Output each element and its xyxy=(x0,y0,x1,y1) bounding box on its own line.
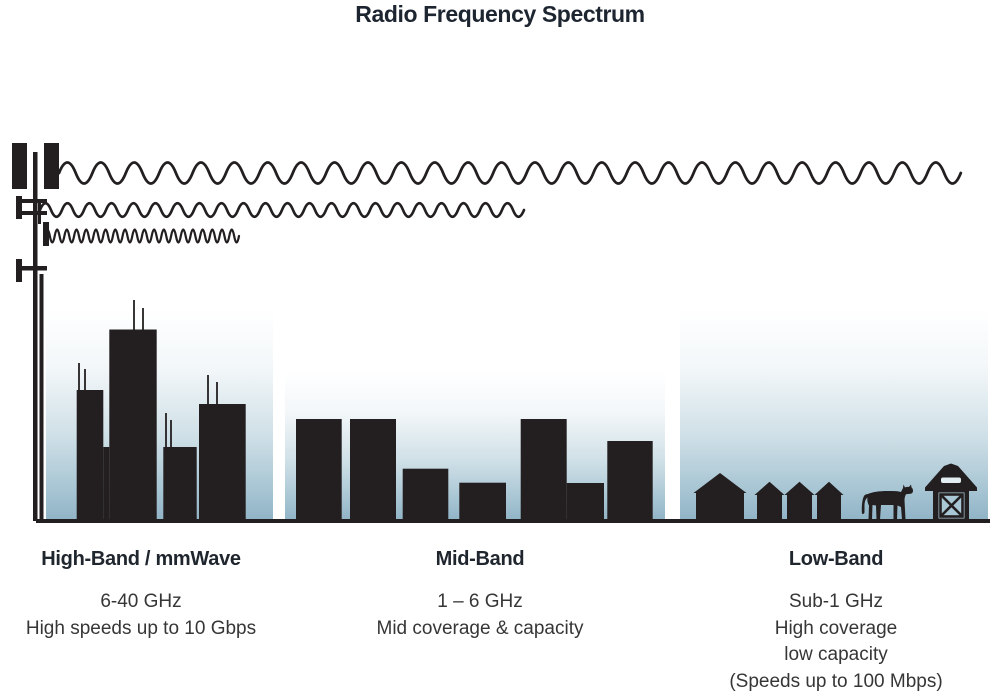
mid-band-description: Mid coverage & capacity xyxy=(376,617,584,639)
midrise-building xyxy=(402,468,449,520)
cell-tower-icon xyxy=(12,143,59,521)
page-title: Radio Frequency Spectrum xyxy=(355,1,645,27)
house-roof-icon xyxy=(693,473,747,493)
house-roof-icon xyxy=(754,481,785,495)
midrise-skyline xyxy=(296,419,653,520)
house-icon xyxy=(696,491,744,520)
midrise-building xyxy=(350,419,396,520)
midrise-building xyxy=(607,441,653,520)
low-band-frequency: Sub-1 GHz xyxy=(789,591,883,612)
midrise-building xyxy=(296,419,342,520)
rural-scene xyxy=(693,463,977,520)
cell-tower-part xyxy=(33,152,38,521)
house-icon xyxy=(757,493,782,520)
cell-tower-part xyxy=(39,274,44,521)
high-band-heading: High-Band / mmWave xyxy=(41,548,241,570)
city-building xyxy=(199,404,246,520)
low-band-heading: Low-Band xyxy=(788,548,884,570)
barn-loft-window xyxy=(941,477,961,483)
low-band-label: Low-Band Sub-1 GHz High coverage low cap… xyxy=(698,548,974,695)
midrise-building xyxy=(459,482,506,520)
high-band-description: High speeds up to 10 Gbps xyxy=(25,617,257,639)
city-building xyxy=(76,390,104,520)
cell-tower-part xyxy=(17,199,47,203)
barn-door-frame xyxy=(939,493,964,518)
cell-tower-part xyxy=(17,266,47,271)
city-building xyxy=(109,329,157,520)
cell-tower-part xyxy=(44,143,59,189)
mid-band-label: Mid-Band 1 – 6 GHz Mid coverage & capaci… xyxy=(354,548,606,642)
high-band-frequency: 6-40 GHz xyxy=(100,591,182,612)
mid-band-frequency: 1 – 6 GHz xyxy=(437,591,523,612)
city-skyline xyxy=(76,300,246,520)
mid-band-heading: Mid-Band xyxy=(435,548,525,570)
low-band-speed: (Speeds up to 100 Mbps) xyxy=(729,670,943,692)
mid-band-wave-icon xyxy=(38,201,526,219)
city-building xyxy=(163,447,197,520)
cow-icon xyxy=(861,484,913,520)
city-building xyxy=(103,447,110,520)
barn-roof xyxy=(925,463,977,491)
midrise-building xyxy=(520,419,567,520)
low-band-coverage: High coverage xyxy=(774,617,898,639)
cell-tower-part xyxy=(17,211,47,215)
house-icon xyxy=(787,493,812,520)
cell-tower-part xyxy=(12,143,27,189)
cell-tower-part xyxy=(16,259,22,282)
high-band-label: High-Band / mmWave 6-40 GHz High speeds … xyxy=(15,548,267,642)
midrise-building xyxy=(566,483,604,520)
house-roof-icon xyxy=(784,481,815,495)
low-band-capacity: low capacity xyxy=(784,644,888,665)
high-band-wave-icon xyxy=(43,228,241,244)
low-band-wave-icon xyxy=(57,161,963,185)
barn-icon xyxy=(925,463,977,520)
barn-door-cross xyxy=(939,493,964,518)
cell-tower-part xyxy=(16,196,22,219)
cell-tower-part xyxy=(38,203,41,224)
house-icon xyxy=(817,493,841,520)
house-roof-icon xyxy=(814,481,844,495)
